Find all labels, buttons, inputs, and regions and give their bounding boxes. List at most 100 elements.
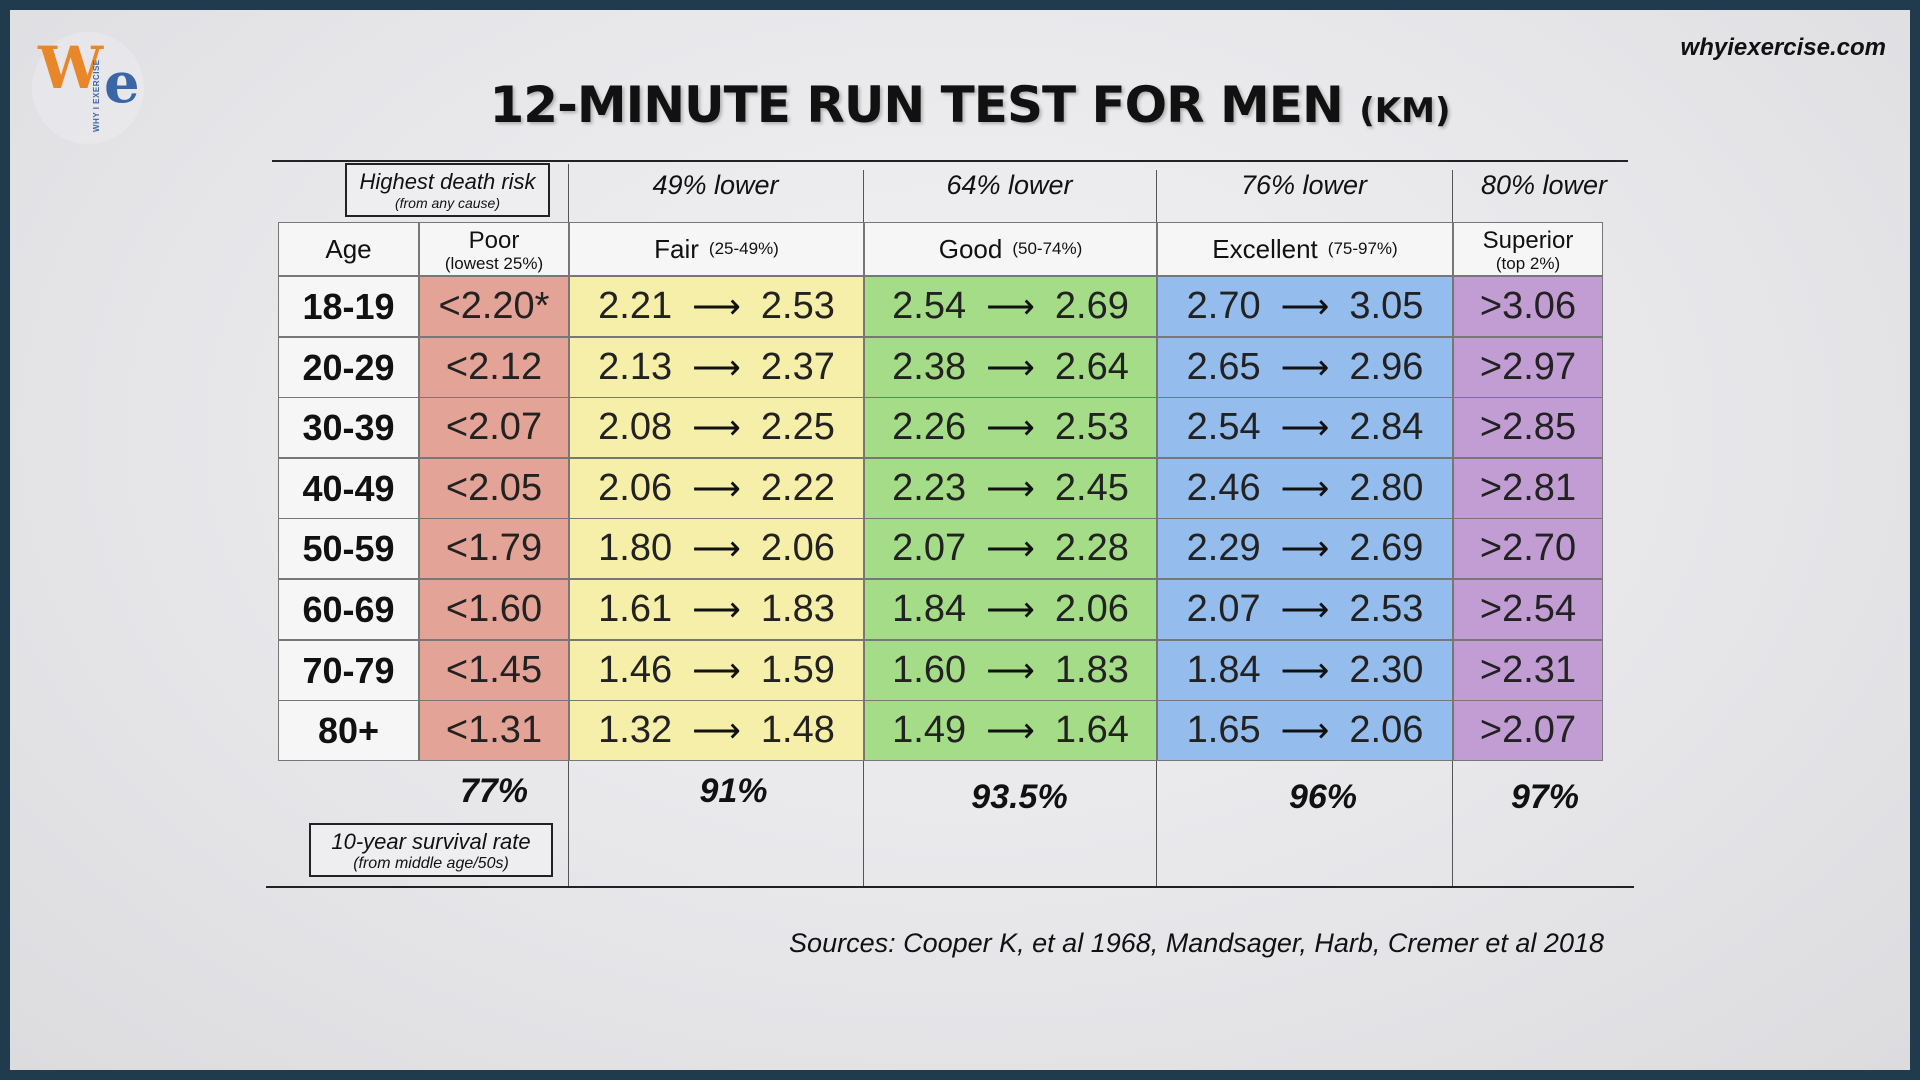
arrow-right-icon: ⟶ [692,287,741,326]
cell-superior-row-7: >2.07 [1453,700,1603,761]
header-superior: Superior (top 2%) [1453,222,1603,276]
cell-age-row-2: 30-39 [278,397,419,458]
header-good-range: (50-74%) [1012,239,1083,258]
range-start: 2.54 [892,285,967,327]
survival-note-sub: (from middle age/50s) [353,855,509,872]
cell-poor-row-3: <2.05 [419,458,569,519]
cell-excellent-row-7: 1.65 ⟶ 2.06 [1157,700,1453,761]
header-poor-range: (lowest 25%) [444,254,544,273]
title-main: 12-MINUTE RUN TEST FOR MEN [489,76,1344,134]
cell-superior-row-3: >2.81 [1453,458,1603,519]
header-age-label: Age [325,233,372,264]
cell-superior-row-2: >2.85 [1453,397,1603,458]
range-start: 2.54 [1186,406,1261,448]
range-start: 2.13 [598,346,673,388]
header-excellent-label: Excellent [1212,233,1318,264]
cell-fair-row-7: 1.32 ⟶ 1.48 [569,700,864,761]
range-start: 1.84 [892,588,967,630]
range-start: 1.46 [598,649,673,691]
band-good: 64% lower [946,170,1073,200]
header-good: Good (50-74%) [864,222,1157,276]
range-end: 1.48 [760,709,835,751]
range-end: 1.59 [760,649,835,691]
range-start: 2.38 [892,346,967,388]
arrow-right-icon: ⟶ [1280,287,1330,326]
arrow-right-icon: ⟶ [986,408,1035,447]
arrow-right-icon: ⟶ [692,408,741,447]
arrow-right-icon: ⟶ [986,590,1035,629]
cell-age-row-0: 18-19 [278,276,419,337]
arrow-right-icon: ⟶ [986,469,1035,508]
sources-note: Sources: Cooper K, et al 1968, Mandsager… [789,928,1604,958]
survival-good: 93.5% [971,778,1068,816]
band-fair: 49% lower [652,170,779,200]
header-good-label: Good [938,233,1003,264]
survival-superior: 97% [1510,778,1580,816]
range-end: 2.69 [1349,527,1424,569]
cell-excellent-row-5: 2.07 ⟶ 2.53 [1157,579,1453,640]
range-end: 2.22 [760,467,835,509]
cell-superior-row-1: >2.97 [1453,337,1603,398]
header-fair-label: Fair [654,233,699,264]
title-unit: (KM) [1359,91,1451,131]
band-excellent: 76% lower [1240,170,1368,200]
arrow-right-icon: ⟶ [692,651,741,690]
cell-poor-row-5: <1.60 [419,579,569,640]
cell-poor-row-7: <1.31 [419,700,569,761]
band-superior: 80% lower [1480,170,1608,200]
range-end: 2.53 [1054,406,1129,448]
header-fair-range: (25-49%) [708,239,779,258]
cell-superior-row-6: >2.31 [1453,640,1603,701]
range-start: 2.06 [598,467,673,509]
chart-title: 12-MINUTE RUN TEST FOR MEN (KM) [10,76,1920,134]
table-bottom-rule [266,886,1634,888]
cell-good-row-3: 2.23 ⟶ 2.45 [864,458,1157,519]
highest-risk-note: Highest death risk (from any cause) [345,163,550,217]
header-superior-label: Superior [1482,227,1574,254]
cell-fair-row-6: 1.46 ⟶ 1.59 [569,640,864,701]
header-excellent: Excellent (75-97%) [1157,222,1453,276]
cell-excellent-row-3: 2.46 ⟶ 2.80 [1157,458,1453,519]
arrow-right-icon: ⟶ [692,590,741,629]
range-end: 2.69 [1054,285,1129,327]
table-top-rule [272,160,1628,162]
cell-fair-row-1: 2.13 ⟶ 2.37 [569,337,864,398]
cell-superior-row-4: >2.70 [1453,518,1603,579]
range-start: 2.21 [598,285,673,327]
survival-poor: 77% [459,772,529,810]
cell-fair-row-3: 2.06 ⟶ 2.22 [569,458,864,519]
range-end: 2.53 [760,285,835,327]
header-excellent-range: (75-97%) [1327,239,1398,258]
cell-poor-row-0: <2.20* [419,276,569,337]
range-start: 2.26 [892,406,967,448]
logo: W WHY I EXERCISE e [32,32,144,144]
range-start: 2.46 [1186,467,1261,509]
range-start: 2.70 [1186,285,1261,327]
logo-disc [32,32,144,144]
range-start: 1.65 [1186,709,1261,751]
cell-good-row-6: 1.60 ⟶ 1.83 [864,640,1157,701]
range-start: 1.84 [1186,649,1261,691]
range-end: 2.06 [760,527,835,569]
range-end: 2.06 [1054,588,1129,630]
survival-note: 10-year survival rate (from middle age/5… [309,823,553,877]
arrow-right-icon: ⟶ [986,348,1035,387]
arrow-right-icon: ⟶ [1280,711,1330,750]
cell-poor-row-2: <2.07 [419,397,569,458]
arrow-right-icon: ⟶ [692,529,741,568]
arrow-right-icon: ⟶ [1280,590,1330,629]
range-start: 2.23 [892,467,967,509]
arrow-right-icon: ⟶ [986,711,1035,750]
range-end: 2.53 [1349,588,1424,630]
cell-superior-row-5: >2.54 [1453,579,1603,640]
range-end: 2.06 [1349,709,1424,751]
range-end: 2.25 [760,406,835,448]
range-start: 1.80 [598,527,673,569]
range-start: 1.49 [892,709,967,751]
range-start: 1.32 [598,709,673,751]
range-start: 1.61 [598,588,673,630]
arrow-right-icon: ⟶ [692,469,741,508]
range-start: 2.08 [598,406,673,448]
range-end: 2.96 [1349,346,1424,388]
header-age: Age [278,222,419,276]
